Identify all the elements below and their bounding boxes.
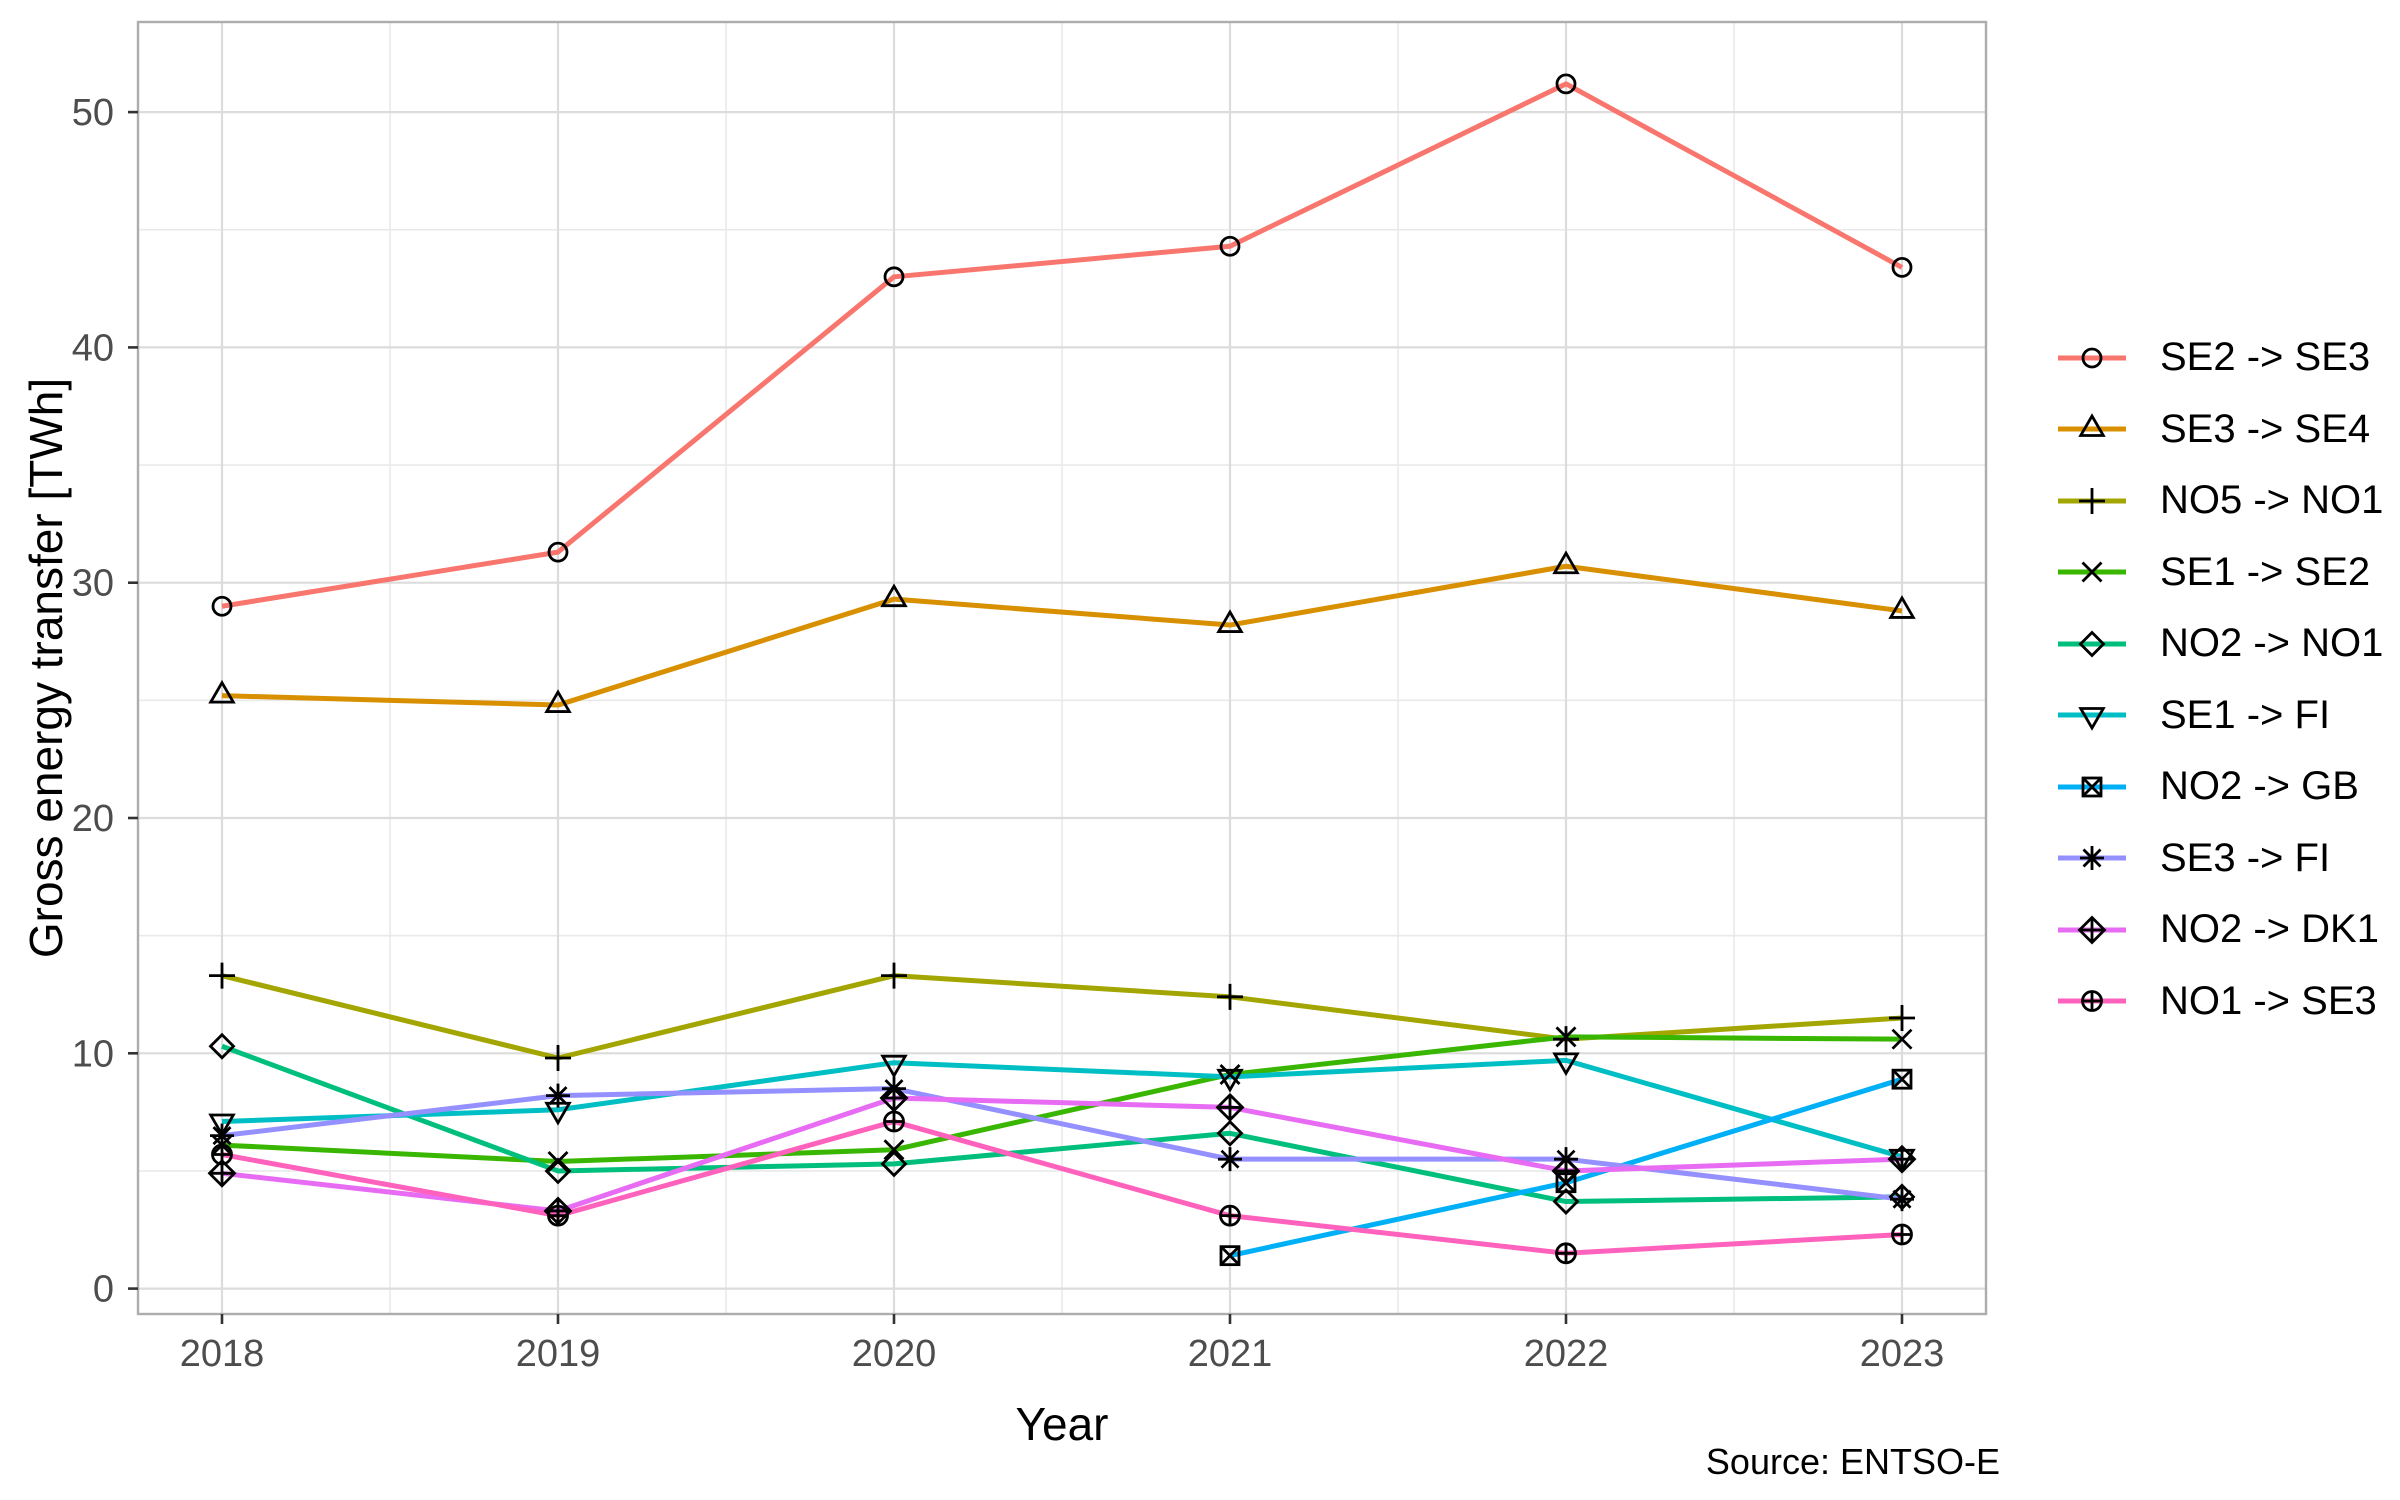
x-tick-label-2020: 2020 xyxy=(852,1333,937,1375)
legend-item-SE3-SE4: SE3 -> SE4 xyxy=(2050,394,2383,466)
legend-label: SE3 -> FI xyxy=(2160,835,2331,880)
legend: SE2 -> SE3 SE3 -> SE4 NO5 -> NO1 SE1 -> SE2… xyxy=(2050,322,2383,1037)
legend-key-x-icon xyxy=(2058,561,2126,583)
legend-key-plus-icon xyxy=(2058,487,2126,514)
legend-item-SE3-FI: SE3 -> FI xyxy=(2050,823,2383,895)
series-line-SE3-SE4 xyxy=(221,563,1903,708)
legend-item-NO5-NO1: NO5 -> NO1 xyxy=(2050,465,2383,537)
source-caption: Source: ENTSO-E xyxy=(1705,1441,2000,1482)
legend-key-diamond-plus-icon xyxy=(2058,915,2126,945)
legend-key-circle-icon xyxy=(2058,347,2126,369)
series-line-NO2-NO1 xyxy=(221,1043,1903,1205)
x-tick-label-2022: 2022 xyxy=(1524,1333,1609,1375)
legend-item-SE2-SE3: SE2 -> SE3 xyxy=(2050,322,2383,394)
y-tick-label-40: 40 xyxy=(72,327,114,369)
legend-item-NO2-NO1: NO2 -> NO1 xyxy=(2050,608,2383,680)
legend-label: NO1 -> SE3 xyxy=(2160,978,2377,1023)
series-markers-SE3-SE4 xyxy=(208,550,1916,713)
series-markers-NO2-NO1 xyxy=(208,1032,1916,1216)
legend-item-SE1-FI: SE1 -> FI xyxy=(2050,680,2383,752)
series-markers-SE2-SE3 xyxy=(211,73,1913,617)
series-line-SE2-SE3 xyxy=(221,81,1904,609)
legend-key-asterisk-icon xyxy=(2058,846,2126,871)
series-markers-NO1-SE3 xyxy=(211,1110,1913,1265)
x-tick-label-2019: 2019 xyxy=(516,1333,601,1375)
legend-key-circle-plus-icon xyxy=(2058,990,2126,1013)
legend-label: SE2 -> SE3 xyxy=(2160,335,2371,380)
panel-border xyxy=(136,20,1988,1316)
legend-label: SE1 -> FI xyxy=(2160,692,2331,737)
legend-label: NO2 -> NO1 xyxy=(2160,621,2384,666)
y-tick-label-10: 10 xyxy=(72,1033,114,1075)
y-tick-label-20: 20 xyxy=(72,798,114,840)
series-line-SE1-SE2 xyxy=(221,1034,1903,1165)
x-tick-label-2023: 2023 xyxy=(1860,1333,1945,1375)
legend-label: NO2 -> DK1 xyxy=(2160,907,2379,952)
y-tick-label-30: 30 xyxy=(72,563,114,605)
legend-label: SE1 -> SE2 xyxy=(2160,549,2371,594)
legend-key-triangle-down-icon xyxy=(2058,707,2126,732)
series-line-NO1-SE3 xyxy=(221,1119,1903,1256)
x-axis-title: Year xyxy=(1015,1398,1109,1450)
legend-label: SE3 -> SE4 xyxy=(2160,406,2371,451)
legend-label: NO5 -> NO1 xyxy=(2160,478,2384,523)
x-tick-label-2018: 2018 xyxy=(180,1333,265,1375)
y-axis-title: Gross energy transfer [TWh] xyxy=(20,377,72,959)
series-line-SE3-FI xyxy=(221,1086,1903,1202)
legend-key-diamond-icon xyxy=(2058,630,2126,658)
series-line-SE1-FI xyxy=(221,1057,1903,1160)
legend-key-triangle-up-icon xyxy=(2058,413,2126,438)
x-tick-label-2021: 2021 xyxy=(1188,1333,1273,1375)
series-markers-NO2-GB xyxy=(1219,1068,1913,1267)
y-tick-label-50: 50 xyxy=(72,92,114,134)
legend-label: NO2 -> GB xyxy=(2160,764,2359,809)
legend-item-NO2-DK1: NO2 -> DK1 xyxy=(2050,894,2383,966)
legend-item-SE1-SE2: SE1 -> SE2 xyxy=(2050,537,2383,609)
y-tick-label-0: 0 xyxy=(93,1269,114,1311)
series-markers-NO5-NO1 xyxy=(209,962,1915,1072)
legend-item-NO1-SE3: NO1 -> SE3 xyxy=(2050,966,2383,1038)
legend-item-NO2-GB: NO2 -> GB xyxy=(2050,751,2383,823)
legend-key-square-x-icon xyxy=(2058,776,2126,798)
